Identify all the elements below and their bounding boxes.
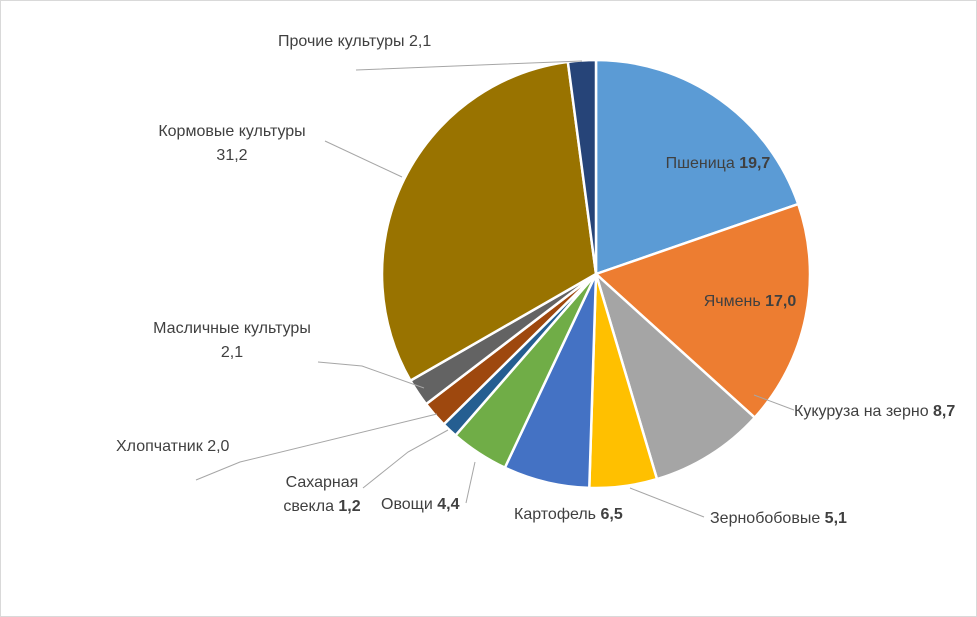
data-label-legumes: Зернобобовые 5,1	[710, 510, 847, 527]
data-label-barley: Ячмень 17,0	[704, 293, 797, 310]
leader-lines	[195, 60, 795, 518]
data-label-fodder-crops: Кормовые культуры 31,2	[158, 123, 305, 164]
data-label-oilseeds: Масличные культуры 2,1	[153, 320, 311, 361]
leader-line-legumes	[629, 487, 705, 518]
data-label-grain-corn: Кукуруза на зерно 8,7	[794, 403, 955, 420]
data-label-other-crops: Прочие культуры 2,1	[278, 33, 431, 50]
leader-line-oilseeds	[317, 361, 425, 389]
leader-line-sugar-beet	[362, 429, 449, 489]
data-label-cotton: Хлопчатник 2,0	[116, 438, 230, 455]
data-label-wheat: Пшеница 19,7	[666, 155, 771, 172]
pie-slices	[380, 58, 812, 490]
leader-line-other-crops	[355, 60, 583, 71]
pie-slice-fodder-crops	[380, 60, 598, 383]
leader-line-grain-corn	[753, 394, 795, 411]
leader-line-vegetables	[465, 461, 476, 504]
data-labels: Пшеница 19,7 Ячмень 17,0 Кукуруза на зерно…	[116, 33, 955, 527]
data-label-vegetables: Овощи 4,4	[381, 496, 460, 513]
data-label-potato: Картофель 6,5	[514, 506, 623, 523]
pie-slice-grain-corn	[593, 270, 757, 481]
leader-line-cotton	[195, 413, 438, 481]
data-label-sugar-beet: Сахарная свекла 1,2	[283, 474, 360, 515]
leader-line-fodder-crops	[324, 140, 403, 178]
